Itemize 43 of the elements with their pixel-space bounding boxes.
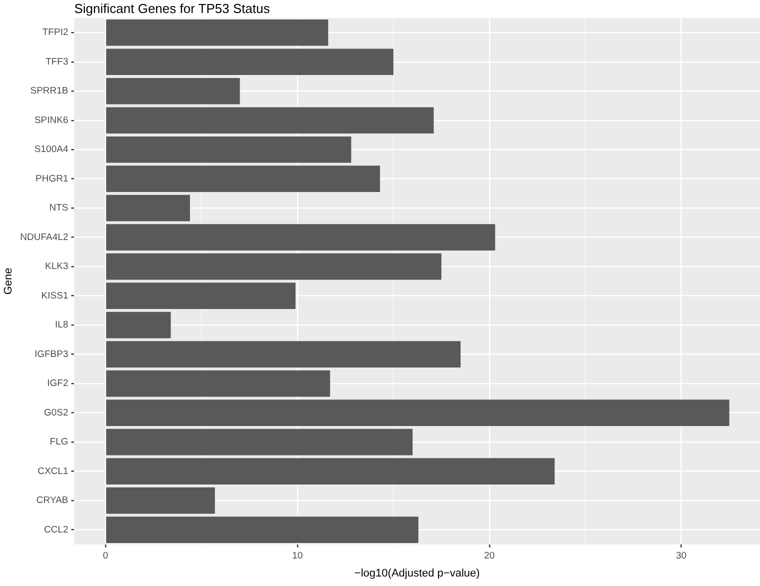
y-tick-label: TFPI2	[42, 27, 68, 38]
y-tick-label: KLK3	[44, 261, 68, 272]
y-tick-label: CRYAB	[36, 495, 68, 506]
y-tick-label: PHGR1	[36, 173, 68, 184]
chart-title: Significant Genes for TP53 Status	[74, 1, 270, 16]
bar	[106, 341, 461, 368]
y-tick-label: NDUFA4L2	[20, 232, 68, 243]
y-tick-label: KISS1	[41, 290, 68, 302]
y-tick-label: S100A4	[34, 144, 68, 156]
bar	[106, 516, 418, 543]
y-axis-title: Gene	[2, 268, 15, 295]
y-tick-label: FLG	[50, 436, 68, 448]
y-tick-label: CCL2	[44, 524, 68, 536]
bar	[106, 428, 413, 456]
bar	[106, 19, 328, 46]
y-tick-label: NTS	[49, 202, 68, 214]
x-tick-label: 0	[102, 550, 108, 562]
y-tick-label: TFF3	[46, 56, 68, 68]
bar	[106, 400, 730, 426]
y-tick-label: IL8	[55, 320, 68, 331]
bar	[106, 253, 442, 280]
bar	[106, 282, 296, 309]
y-tick-label: SPINK6	[34, 114, 68, 126]
bar	[106, 48, 394, 76]
y-tick-label: G0S2	[44, 407, 68, 418]
bar	[106, 136, 352, 163]
bar	[106, 194, 190, 222]
bar	[106, 107, 434, 134]
bar	[106, 370, 330, 397]
bar	[106, 166, 380, 192]
x-tick-label: 20	[484, 550, 495, 562]
y-tick-label: IGF2	[47, 378, 68, 390]
x-tick-label: 10	[292, 550, 303, 562]
x-axis-title: −log10(Adjusted p−value)	[354, 567, 480, 580]
y-tick-label: SPRR1B	[30, 86, 68, 97]
bar	[106, 312, 171, 338]
bar	[106, 224, 496, 250]
bar	[106, 458, 555, 484]
y-tick-label: CXCL1	[38, 466, 68, 477]
bar	[106, 78, 240, 104]
x-tick-label: 30	[676, 550, 687, 562]
y-tick-label: IGFBP3	[34, 348, 68, 360]
bar	[106, 487, 215, 514]
